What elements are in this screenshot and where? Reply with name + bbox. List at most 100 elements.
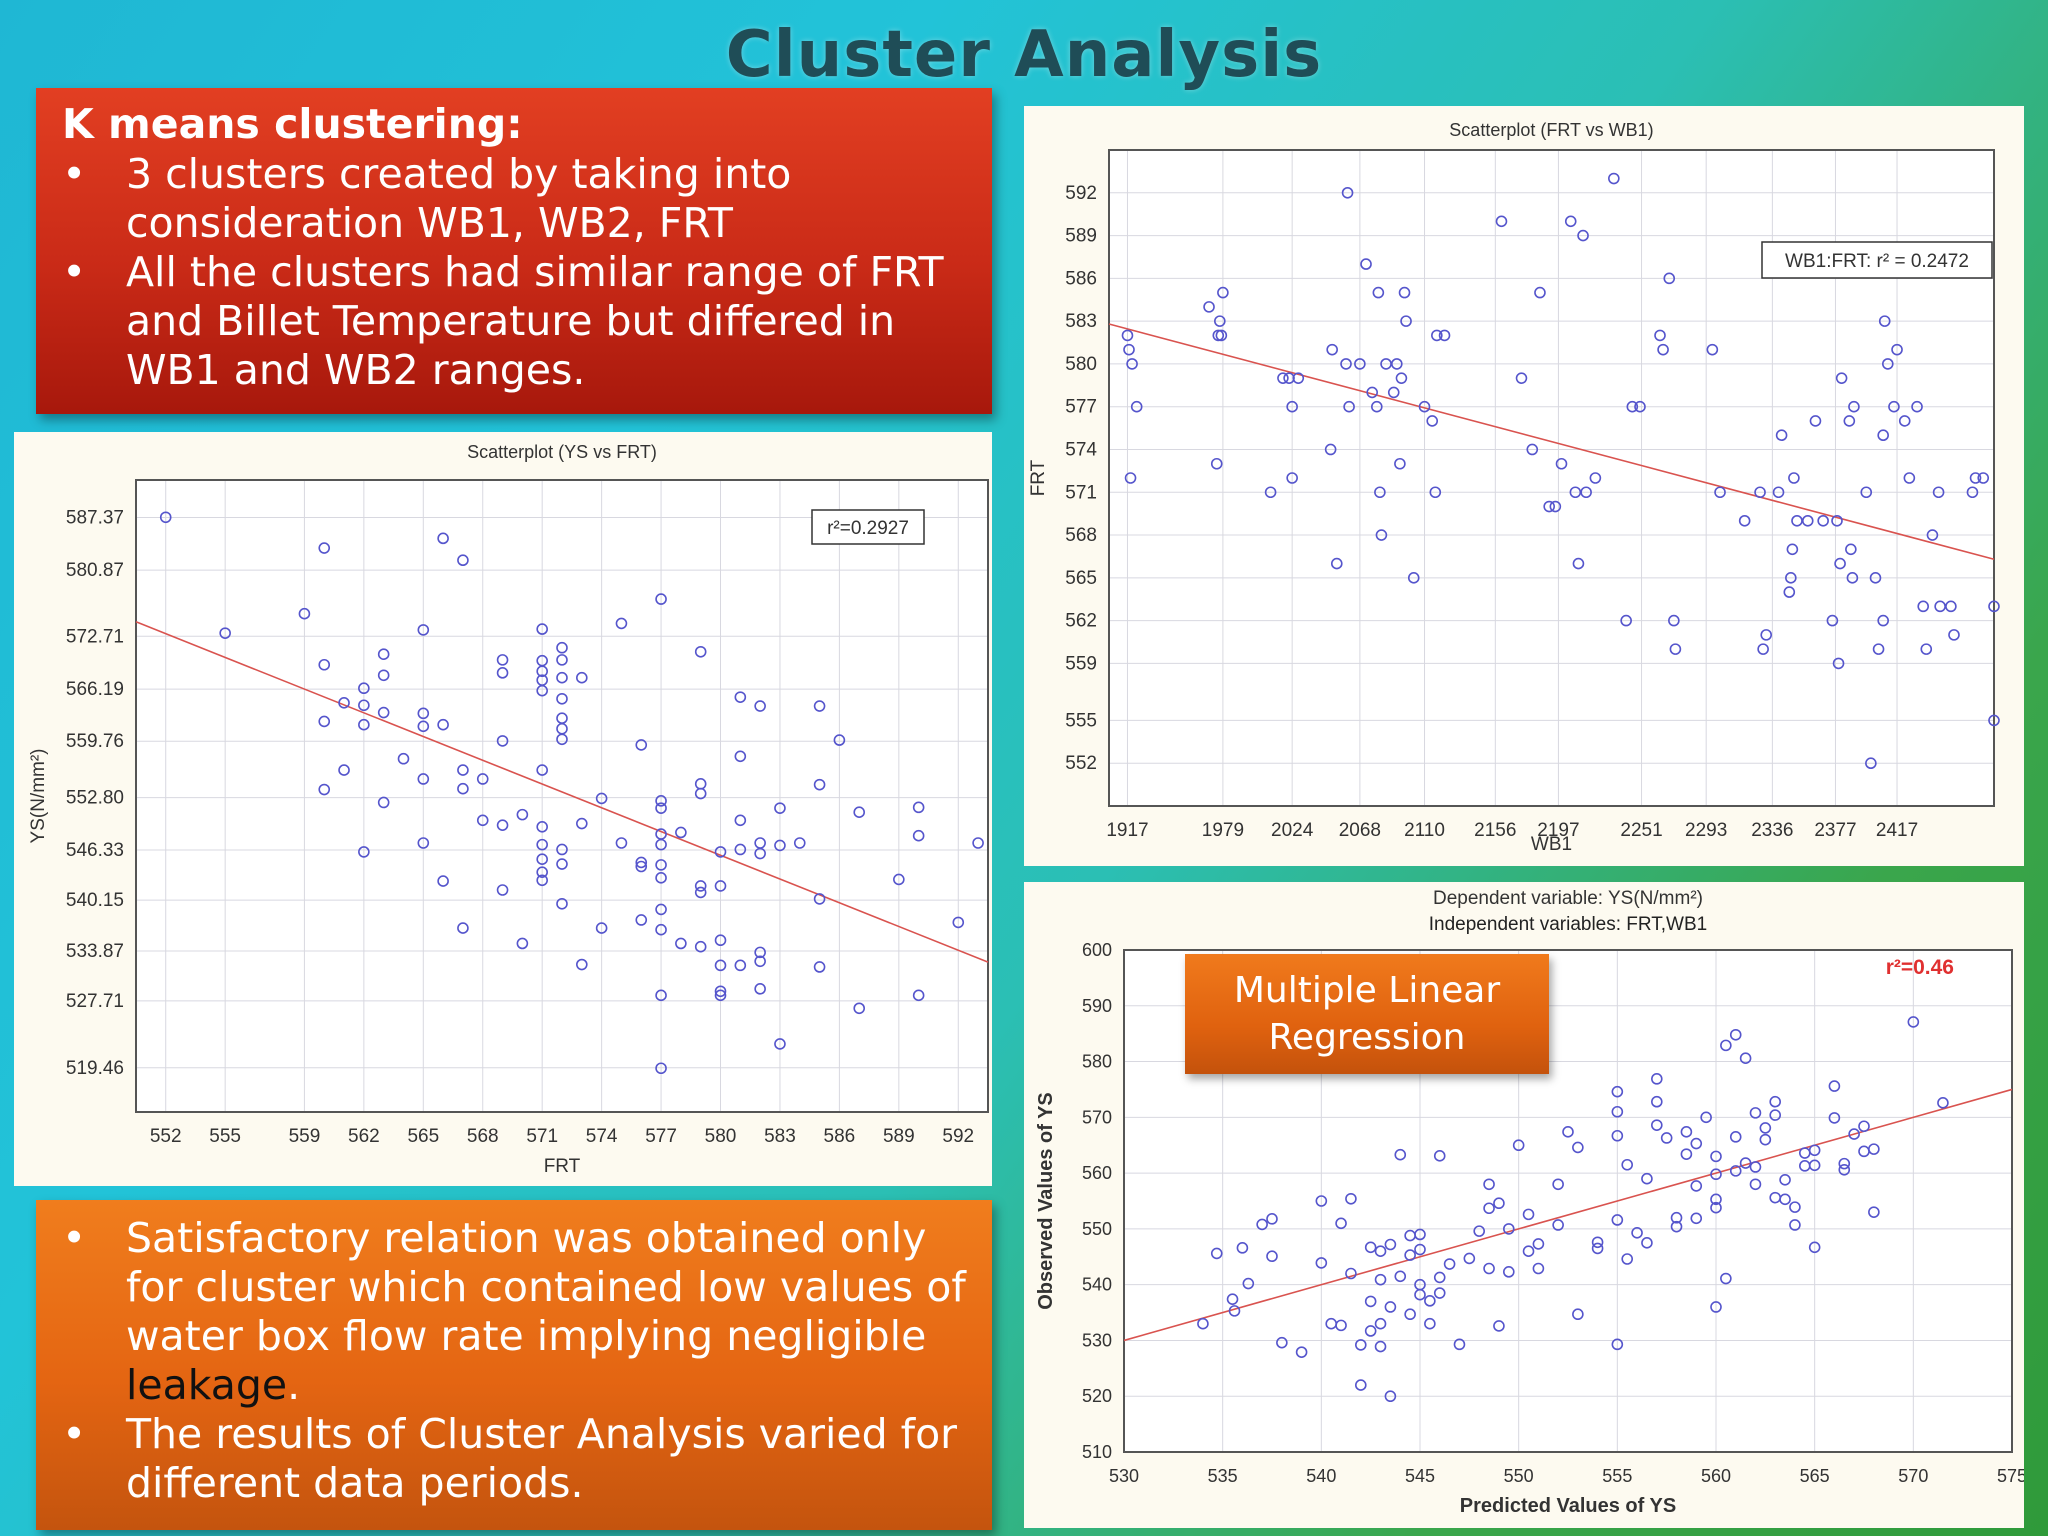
data-point: [1710, 1168, 1722, 1181]
data-point: [1364, 1241, 1377, 1254]
x-tick-label: 530: [1109, 1466, 1139, 1486]
x-tick-label: 540: [1306, 1466, 1336, 1486]
data-point: [358, 699, 370, 712]
x-tick-label: 565: [1800, 1466, 1830, 1486]
data-point: [1670, 1220, 1683, 1233]
data-point: [1512, 1139, 1525, 1152]
data-point: [1626, 400, 1639, 413]
data-point: [655, 989, 667, 1002]
data-point: [1729, 1165, 1742, 1177]
data-point: [536, 764, 548, 776]
data-point: [1391, 358, 1403, 370]
list-item: • The results of Cluster Analysis varied …: [62, 1410, 966, 1508]
data-point: [893, 873, 905, 886]
list-item: • 3 clusters created by taking into consi…: [62, 150, 966, 248]
data-point: [1772, 486, 1785, 499]
mlr-badge-line2: Regression: [1268, 1017, 1466, 1058]
data-point: [556, 654, 568, 666]
data-point: [1374, 1340, 1387, 1353]
y-tick-label: 552: [1065, 753, 1097, 774]
leakage-word: leakage: [126, 1361, 288, 1409]
data-point: [754, 837, 766, 849]
ys-vs-frt-chart: 552 555 559 562 565 568 571 574 577 580 583 586 589 5…: [28, 442, 989, 1177]
data-point: [1493, 1197, 1505, 1210]
data-point: [774, 1038, 786, 1050]
data-point: [1326, 343, 1338, 356]
data-point: [1124, 472, 1137, 484]
data-point: [1877, 614, 1889, 627]
data-point: [1808, 1241, 1821, 1254]
data-point: [1266, 1213, 1278, 1225]
data-point: [1414, 1243, 1426, 1256]
data-point: [655, 859, 667, 871]
result-bullet-list: • Satisfactory relation was obtained only…: [62, 1214, 966, 1508]
data-point: [536, 684, 548, 697]
data-point: [318, 542, 331, 554]
data-point: [1757, 643, 1769, 655]
data-point: [1779, 1174, 1791, 1186]
r2-annotation-box: [811, 509, 925, 545]
data-point: [536, 820, 548, 833]
data-point: [833, 734, 846, 746]
data-point: [1809, 415, 1822, 427]
kmeans-heading: K means clustering:: [62, 100, 523, 148]
data-point: [417, 773, 430, 785]
data-point: [1522, 1208, 1535, 1221]
data-point: [1433, 1150, 1446, 1162]
y-tick-label: 571: [1065, 482, 1097, 503]
data-point: [615, 837, 628, 849]
plot-frame: [135, 479, 989, 1113]
data-point: [1891, 343, 1903, 356]
x-tick-label: 2156: [1474, 820, 1516, 841]
data-point: [1948, 629, 1960, 641]
data-point: [714, 880, 727, 892]
data-point: [1463, 1252, 1476, 1265]
data-point: [1130, 400, 1143, 413]
data-point: [675, 937, 687, 950]
data-point: [1650, 1073, 1663, 1085]
data-point: [853, 806, 866, 819]
data-point: [417, 720, 430, 733]
data-point: [1838, 1157, 1851, 1170]
data-point: [1710, 1150, 1722, 1163]
data-point: [1788, 472, 1800, 484]
data-point: [1292, 372, 1305, 384]
data-point: [1641, 1237, 1653, 1249]
data-point: [1483, 1178, 1495, 1191]
data-point: [1354, 1379, 1367, 1391]
data-point: [694, 940, 707, 953]
data-point: [1969, 472, 1982, 484]
data-point: [338, 764, 350, 776]
chart-title: Scatterplot (FRT vs WB1): [1449, 120, 1653, 140]
data-point: [655, 872, 667, 884]
data-point: [1641, 1172, 1653, 1185]
data-point: [1315, 1257, 1328, 1269]
data-point: [1398, 286, 1411, 299]
data-point: [754, 700, 766, 712]
data-point: [1789, 1219, 1801, 1231]
data-point: [496, 819, 509, 831]
kmeans-bullet-list: • 3 clusters created by taking into consi…: [62, 150, 966, 395]
data-point: [496, 884, 509, 896]
data-point: [1801, 514, 1814, 527]
chart-title: Dependent variable: YS(N/mm²): [1433, 888, 1703, 909]
data-point: [1808, 1144, 1821, 1157]
data-point: [1690, 1180, 1703, 1192]
y-tick-label: 533.87: [66, 941, 124, 962]
x-tick-label: 575: [1997, 1466, 2024, 1486]
data-point: [1828, 1112, 1841, 1124]
data-point: [1212, 329, 1225, 342]
data-point: [1621, 1253, 1634, 1265]
y-tick-label: 550: [1082, 1219, 1112, 1239]
data-point: [1937, 1097, 1949, 1109]
x-tick-label: 577: [645, 1126, 677, 1147]
data-point: [1759, 1122, 1772, 1134]
data-point: [1720, 1039, 1732, 1052]
data-point: [476, 814, 489, 827]
data-point: [1315, 1195, 1328, 1207]
data-point: [1572, 1141, 1584, 1154]
data-point: [1608, 172, 1620, 185]
data-point: [1826, 614, 1839, 627]
data-point: [1121, 329, 1134, 342]
data-point: [1414, 1278, 1426, 1291]
